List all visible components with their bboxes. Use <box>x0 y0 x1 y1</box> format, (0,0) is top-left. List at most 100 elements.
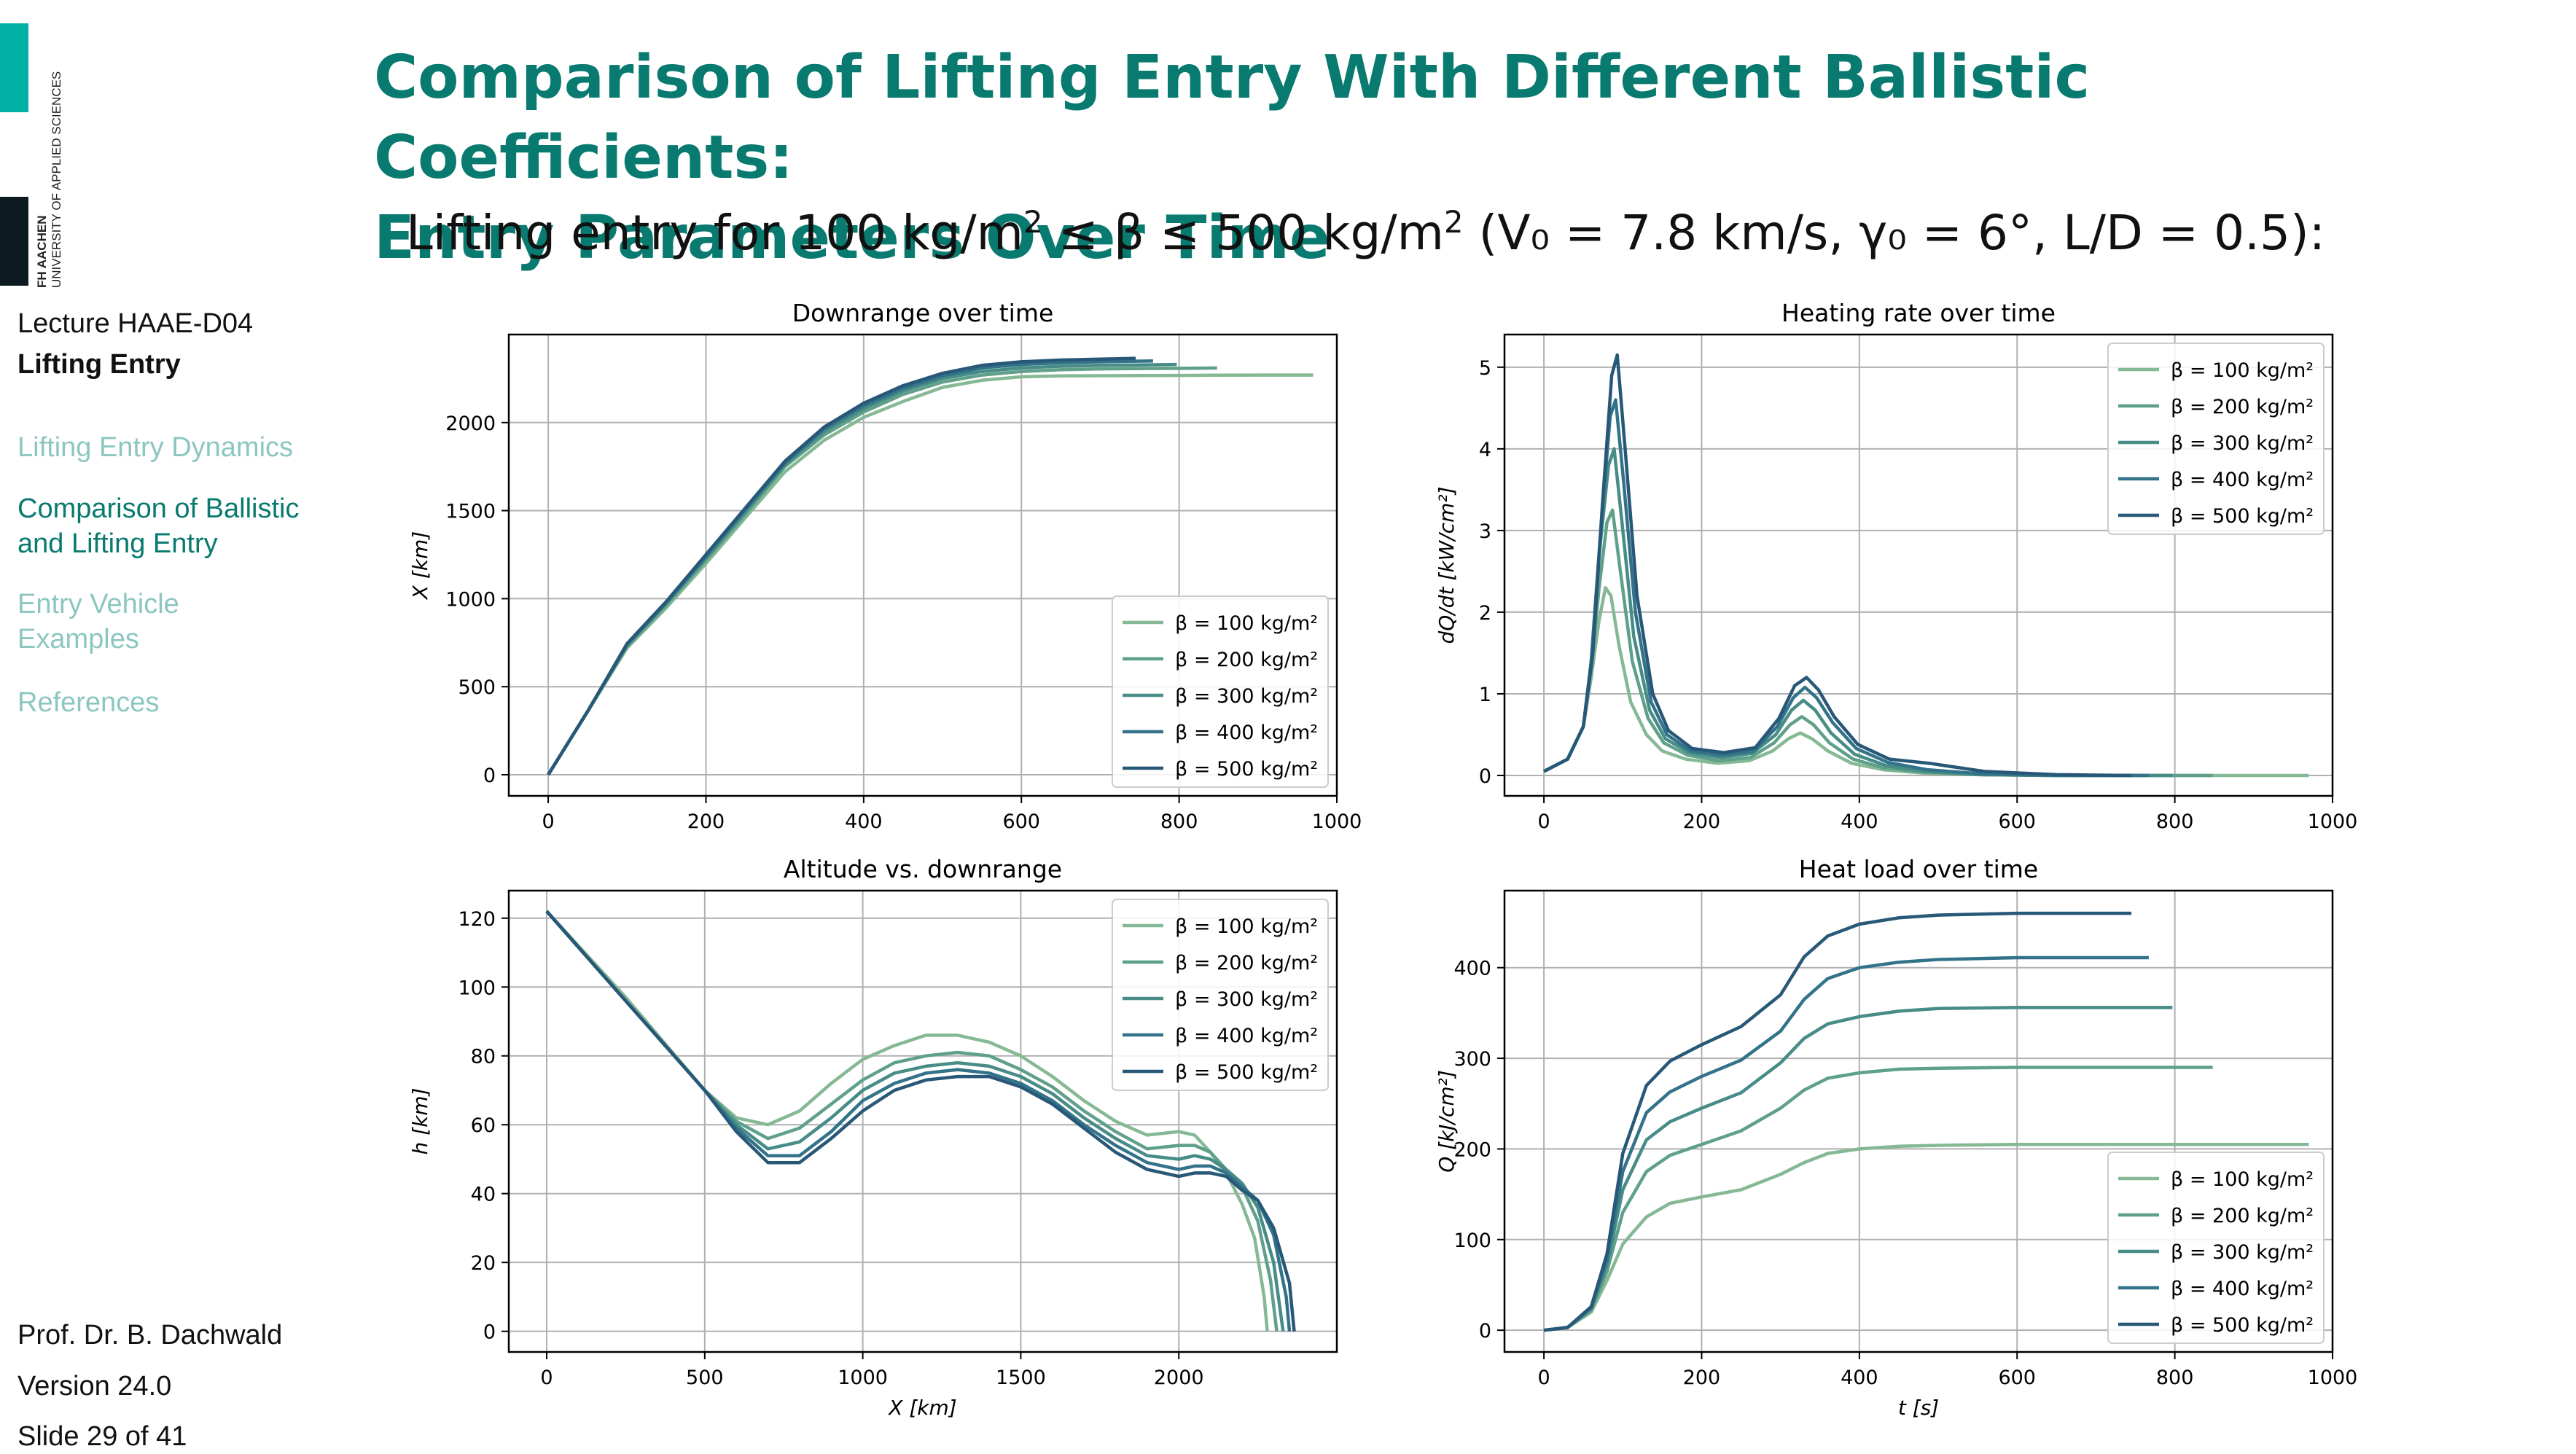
chart-panel-3: 0 500 1000 1500 2000 0 20 40 60 80 100 120 Altitude … <box>408 855 1338 1420</box>
y-tick-label: 20 <box>471 1252 496 1275</box>
x-tick-label: 0 <box>540 1367 553 1389</box>
x-tick-label: 800 <box>1160 810 1198 833</box>
nav-item-entry-vehicle-examples[interactable]: Entry Vehicle Examples <box>17 589 179 654</box>
legend-label-4: β = 400 kg/m² <box>1175 1025 1318 1047</box>
slide-title: Comparison of Lifting Entry With Differe… <box>374 38 2488 278</box>
y-tick-label: 0 <box>483 1321 496 1344</box>
slide-title-line1: Comparison of Lifting Entry With Differe… <box>374 43 2091 192</box>
legend-label-2: β = 200 kg/m² <box>2171 396 2314 418</box>
y-axis-label: dQ/dt [kW/cm²] <box>1435 487 1459 644</box>
series-line-1 <box>1543 586 2309 778</box>
logo-dark-bar <box>0 197 28 286</box>
x-tick-label: 600 <box>1998 810 2036 833</box>
y-tick-label: 300 <box>1453 1048 1491 1071</box>
legend-label-3: β = 300 kg/m² <box>2171 432 2314 455</box>
legend-label-3: β = 300 kg/m² <box>1175 685 1318 708</box>
legend: β = 100 kg/m² β = 200 kg/m² β = 300 kg/m² β… <box>2107 1152 2325 1344</box>
legend-label-2: β = 200 kg/m² <box>1175 952 1318 974</box>
x-tick-label: 400 <box>1841 1367 1878 1389</box>
x-tick-label: 0 <box>1538 810 1550 833</box>
legend-label-1: β = 100 kg/m² <box>1175 612 1318 635</box>
plot-frame <box>507 889 1338 1353</box>
series-line-2 <box>1543 1066 2213 1332</box>
x-tick-label: 200 <box>1683 1367 1721 1389</box>
legend-label-2: β = 200 kg/m² <box>1175 649 1318 671</box>
nav-item-lifting-entry-dynamics[interactable]: Lifting Entry Dynamics <box>17 432 294 463</box>
x-tick-label: 500 <box>686 1367 724 1389</box>
legend: β = 100 kg/m² β = 200 kg/m² β = 300 kg/m² β… <box>1112 899 1329 1091</box>
y-tick-label: 500 <box>458 676 496 699</box>
legend-label-4: β = 400 kg/m² <box>2171 469 2314 491</box>
x-tick-label: 800 <box>2156 810 2194 833</box>
legend-label-5: β = 500 kg/m² <box>2171 1314 2314 1337</box>
y-tick-label: 1 <box>1479 684 1491 706</box>
legend: β = 100 kg/m² β = 200 kg/m² β = 300 kg/m² β… <box>1112 595 1329 788</box>
series-line-5 <box>547 356 1136 776</box>
legend-label-4: β = 400 kg/m² <box>2171 1278 2314 1300</box>
x-tick-label: 400 <box>845 810 883 833</box>
x-tick-label: 600 <box>1002 810 1040 833</box>
y-tick-label: 5 <box>1479 357 1491 380</box>
y-tick-label: 2 <box>1479 602 1491 625</box>
slide-subtitle: Lifting entry for 100 kg/m2 ≤ β ≤ 500 kg… <box>406 204 2326 261</box>
author: Prof. Dr. B. Dachwald <box>17 1320 283 1351</box>
y-tick-label: 100 <box>1453 1230 1491 1252</box>
nav-item-references[interactable]: References <box>17 687 160 718</box>
legend-label-5: β = 500 kg/m² <box>1175 758 1318 781</box>
logo-teal-bar <box>0 23 28 112</box>
x-axis-label: X [km] <box>887 1396 956 1420</box>
x-tick-label: 1500 <box>996 1367 1046 1389</box>
y-tick-label: 120 <box>458 908 496 931</box>
legend-label-3: β = 300 kg/m² <box>1175 988 1318 1011</box>
legend-label-3: β = 300 kg/m² <box>2171 1241 2314 1264</box>
series-line-4 <box>1543 398 2149 778</box>
plot-frame <box>1503 333 2334 797</box>
plot-frame <box>1503 889 2334 1353</box>
series-line-3 <box>545 910 1285 1332</box>
legend-label-4: β = 400 kg/m² <box>1175 722 1318 744</box>
y-tick-label: 400 <box>1453 958 1491 980</box>
x-tick-label: 1000 <box>2308 1367 2358 1389</box>
plot-frame <box>507 333 1338 797</box>
chart-title: Heating rate over time <box>1781 299 2056 327</box>
legend-label-5: β = 500 kg/m² <box>2171 505 2314 528</box>
slide-number: Slide 29 of 41 <box>17 1421 187 1452</box>
chart-panel-1: 0 200 400 600 800 1000 0 500 1000 1500 2000 Downran… <box>408 299 1362 833</box>
lecture-code: Lecture HAAE-D04 <box>17 308 254 339</box>
x-tick-label: 1000 <box>838 1367 888 1389</box>
series-line-2 <box>1543 508 2213 778</box>
y-tick-label: 0 <box>483 765 496 787</box>
y-tick-label: 1500 <box>445 501 496 523</box>
series-line-5 <box>545 910 1296 1332</box>
series-line-3 <box>547 362 1177 776</box>
y-tick-label: 40 <box>471 1184 496 1206</box>
version: Version 24.0 <box>17 1371 172 1402</box>
x-tick-label: 1000 <box>1312 810 1362 833</box>
x-tick-label: 0 <box>542 810 555 833</box>
chart-title: Heat load over time <box>1799 855 2038 883</box>
y-tick-label: 3 <box>1479 520 1491 543</box>
series-line-5 <box>1543 911 2132 1332</box>
legend-label-1: β = 100 kg/m² <box>2171 359 2314 382</box>
nav-item-comparison[interactable]: Comparison of Ballistic and Lifting Entr… <box>17 493 300 559</box>
slide-title-line2: Entry Parameters Over Time <box>374 203 1330 273</box>
y-tick-label: 60 <box>471 1114 496 1137</box>
series-line-3 <box>1543 1006 2173 1332</box>
chart-panel-2: 0 200 400 600 800 1000 0 1 2 3 4 5 Heating rate over… <box>1435 299 2357 833</box>
legend-box <box>1112 595 1329 788</box>
legend: β = 100 kg/m² β = 200 kg/m² β = 300 kg/m² β… <box>2107 343 2325 535</box>
y-axis-label: Q [kJ/cm²] <box>1435 1070 1459 1173</box>
y-tick-label: 80 <box>471 1046 496 1068</box>
y-tick-label: 4 <box>1479 439 1491 461</box>
series-line-1 <box>1543 1142 2309 1332</box>
legend-box <box>2107 1152 2325 1344</box>
lecture-title: Lifting Entry <box>17 349 181 380</box>
chart-panel-4: 0 200 400 600 800 1000 0 100 200 300 400 Heat load … <box>1435 855 2357 1420</box>
y-tick-label: 0 <box>1479 765 1491 788</box>
chart-title: Downrange over time <box>792 299 1054 327</box>
legend-box <box>2107 343 2325 535</box>
series-line-5 <box>1543 353 2132 778</box>
y-tick-label: 0 <box>1479 1320 1491 1342</box>
x-tick-label: 2000 <box>1154 1367 1204 1389</box>
legend-label-2: β = 200 kg/m² <box>2171 1205 2314 1227</box>
